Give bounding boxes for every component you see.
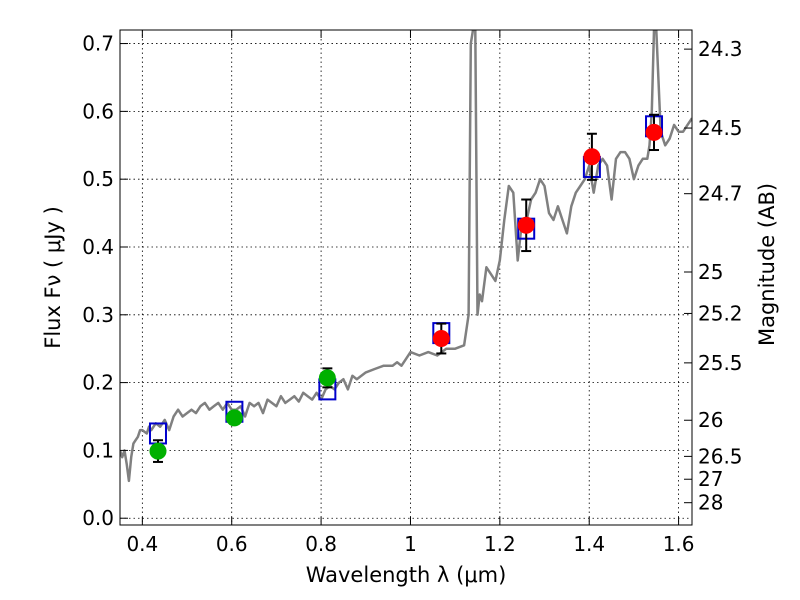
optical-point — [149, 442, 167, 460]
nir-point — [645, 123, 663, 141]
right-tick-label: 25 — [698, 260, 723, 284]
x-tick-label: 1.6 — [663, 532, 695, 556]
spectrum-line — [120, 30, 692, 483]
y-tick-label: 0.7 — [82, 32, 114, 56]
y-axis-label: Flux Fν ( μJy ) — [41, 206, 65, 349]
x-tick-label: 1.4 — [573, 532, 605, 556]
right-tick-label: 24.5 — [698, 116, 743, 140]
y-tick-label: 0.3 — [82, 303, 114, 327]
optical-point — [225, 409, 243, 427]
right-tick-label: 26.5 — [698, 444, 743, 468]
y-tick-label: 0.5 — [82, 167, 114, 191]
right-tick-label: 26 — [698, 408, 723, 432]
x-tick-label: 1.2 — [484, 532, 516, 556]
right-tick-label: 27 — [698, 467, 723, 491]
y-tick-label: 0.6 — [82, 99, 114, 123]
grid — [120, 30, 692, 525]
y-tick-label: 0.2 — [82, 371, 114, 395]
right-tick-label: 24.7 — [698, 182, 743, 206]
nir-point — [583, 148, 601, 166]
nir-point — [432, 330, 450, 348]
y-tick-label: 0.1 — [82, 438, 114, 462]
y-tick-label: 0.0 — [82, 506, 114, 530]
right-tick-label: 25.2 — [698, 301, 743, 325]
spectrum-series — [120, 30, 692, 483]
axis-ticks: 0.4 0.6 0.8 1 1.2 1.4 1.6 0.0 0.1 0.2 0.3 0.4 0.5 0.6… — [82, 30, 743, 556]
nir-point — [517, 216, 535, 234]
x-tick-label: 1 — [404, 532, 417, 556]
x-tick-label: 0.8 — [305, 532, 337, 556]
y-axis-right-label: Magnitude (AB) — [755, 183, 779, 346]
right-tick-label: 24.3 — [698, 37, 743, 61]
x-tick-label: 0.4 — [126, 532, 158, 556]
optical-point — [318, 369, 336, 387]
photometry-marks — [148, 113, 664, 463]
y-tick-label: 0.4 — [82, 235, 114, 259]
right-tick-label: 25.5 — [698, 351, 743, 375]
right-tick-label: 28 — [698, 491, 723, 515]
plot-frame — [119, 29, 693, 526]
x-tick-label: 0.6 — [216, 532, 248, 556]
x-axis-label: Wavelength λ (μm) — [306, 563, 507, 587]
